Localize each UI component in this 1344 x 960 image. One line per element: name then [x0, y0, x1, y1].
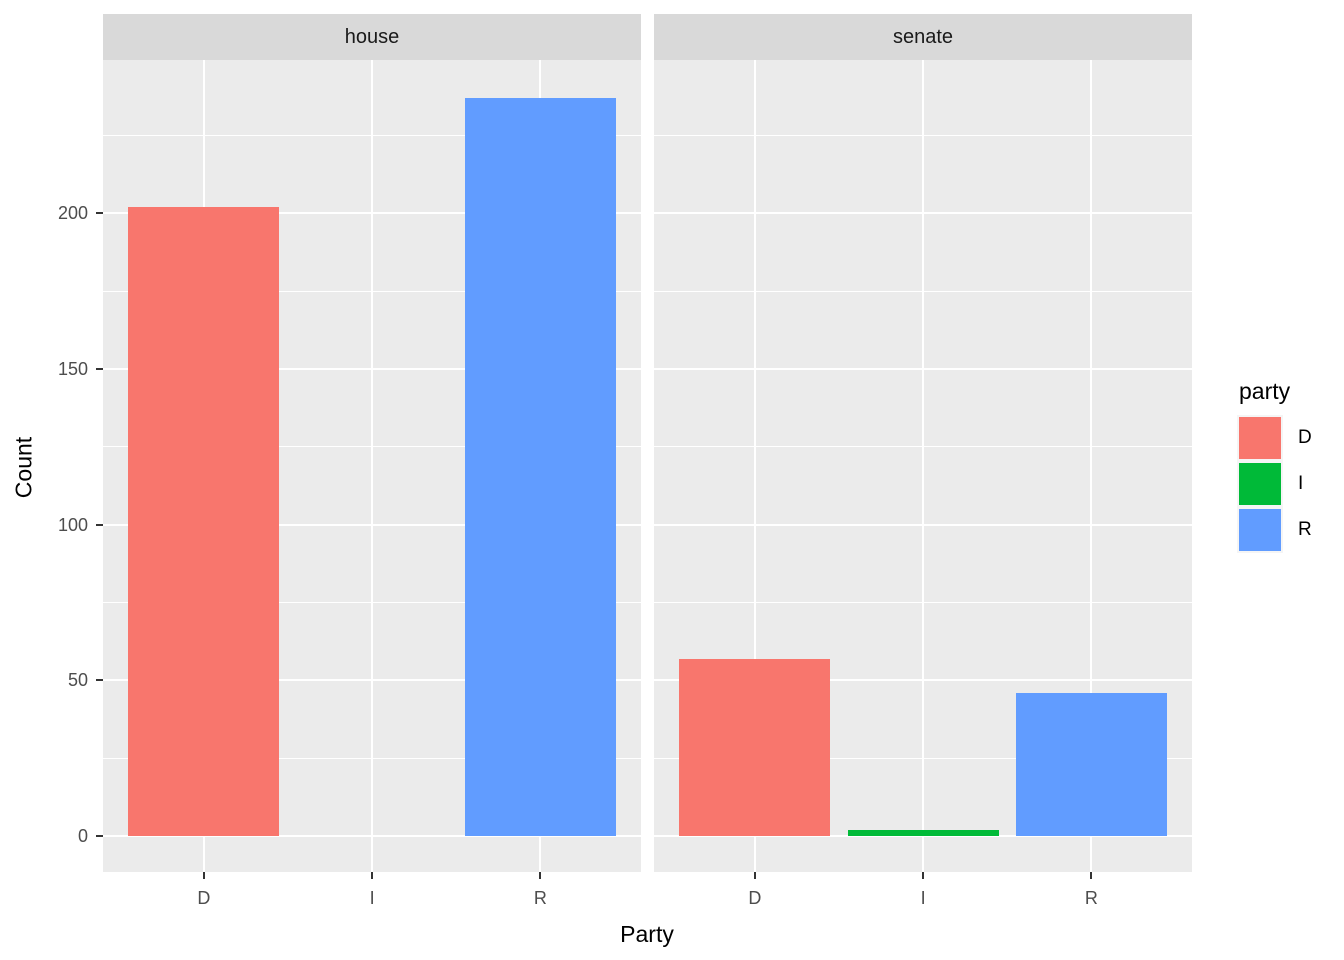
legend-entry-R: R	[1237, 507, 1344, 553]
y-tick-label-100: 100	[57, 514, 88, 535]
legend-key-R	[1237, 507, 1283, 553]
y-tick-label-50: 50	[67, 670, 88, 691]
bar-house-D	[128, 207, 280, 836]
y-tick-label-200: 200	[57, 203, 88, 224]
x-axis-title: Party	[620, 921, 674, 947]
x-tick-senate-I	[922, 872, 925, 879]
x-tick-house-R	[539, 872, 542, 879]
y-tick-0	[96, 835, 103, 837]
y-tick-200	[96, 212, 103, 215]
x-tick-label-senate-I: I	[920, 888, 926, 908]
y-tick-100	[96, 523, 103, 526]
facet-strip-house: house	[103, 14, 641, 60]
x-tick-label-house-I: I	[369, 888, 375, 908]
legend-label-R: R	[1298, 519, 1312, 540]
legend-keys: D I R	[1237, 415, 1344, 553]
legend-entry-I: I	[1237, 461, 1344, 507]
x-tick-senate-R	[1090, 872, 1093, 879]
bar-senate-R	[1015, 692, 1167, 836]
panel-house	[103, 60, 641, 872]
bar-house-R	[464, 98, 616, 836]
legend: party D I R	[1237, 378, 1344, 555]
facet-strip-senate: senate	[654, 14, 1192, 60]
y-tick-label-0: 0	[77, 826, 88, 846]
major-gridline-x-senate-R	[1090, 60, 1093, 872]
x-tick-house-D	[202, 872, 205, 879]
x-tick-house-I	[371, 872, 374, 879]
x-tick-label-house-R: R	[533, 888, 547, 908]
legend-title: party	[1239, 378, 1291, 404]
y-tick-50	[96, 679, 103, 682]
legend-key-D	[1237, 415, 1283, 461]
y-axis-title: Count	[10, 436, 37, 499]
x-tick-label-senate-D: D	[748, 888, 762, 908]
facet-strip-label-senate: senate	[892, 25, 954, 48]
x-tick-label-senate-R: R	[1084, 888, 1098, 908]
legend-label-I: I	[1298, 473, 1304, 494]
major-gridline-x-senate-D	[753, 60, 756, 872]
legend-label-D: D	[1298, 427, 1312, 448]
legend-entry-D: D	[1237, 415, 1344, 461]
bar-senate-D	[679, 658, 831, 836]
x-tick-senate-D	[753, 872, 756, 879]
legend-key-I	[1237, 461, 1283, 507]
panel-senate	[654, 60, 1192, 872]
y-tick-label-150: 150	[57, 359, 88, 380]
facet-strip-label-house: house	[344, 25, 400, 48]
major-gridline-x-house-I	[371, 60, 374, 872]
bar-senate-I	[847, 829, 999, 836]
y-tick-150	[96, 368, 103, 371]
x-tick-label-house-D: D	[197, 888, 211, 908]
major-gridline-x-senate-I	[922, 60, 925, 872]
